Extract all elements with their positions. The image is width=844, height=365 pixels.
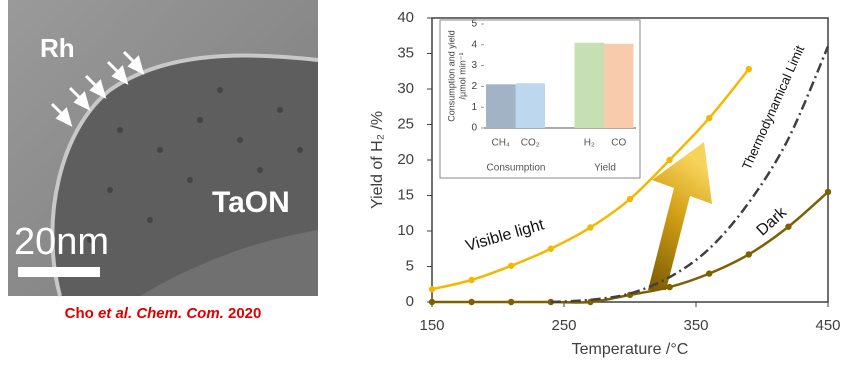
inset-y-tick-label: 2 (471, 81, 477, 92)
x-tick-label: 450 (815, 317, 840, 334)
data-point (508, 299, 514, 305)
data-point (666, 284, 672, 290)
group-label: Consumption (487, 163, 546, 174)
y-tick-label: 15 (397, 186, 414, 203)
y-tick-label: 30 (397, 80, 414, 97)
data-point (587, 224, 593, 230)
data-point (706, 115, 712, 121)
data-point (785, 224, 791, 230)
inset-y-label: Consumption and yield (446, 30, 456, 122)
y-tick-label: 0 (406, 293, 414, 310)
inset-y-tick-label: 4 (471, 39, 477, 50)
inset-x-label: CO (611, 138, 626, 149)
data-point (746, 251, 752, 257)
series-label: Visible light (464, 216, 547, 255)
inset-x-label: CO₂ (521, 138, 540, 149)
data-point (429, 299, 435, 305)
inset-x-label: H₂ (584, 138, 595, 149)
label-scale: 20nm (14, 221, 109, 263)
bar (516, 83, 546, 128)
label-taon: TaON (212, 186, 290, 219)
bar (486, 84, 516, 128)
data-point (548, 246, 554, 252)
data-point (825, 189, 831, 195)
trend-arrow (648, 142, 712, 290)
inset-y-tick-label: 0 (471, 123, 477, 134)
x-tick-label: 250 (551, 317, 576, 334)
label-rh: Rh (40, 33, 75, 63)
inset-y-tick-label: 1 (471, 102, 477, 113)
caption-etal: et al. (98, 305, 132, 322)
caption-year: 2020 (228, 305, 261, 322)
bar (604, 44, 634, 128)
y-axis-label: Yield of H₂ /% (369, 111, 386, 209)
inset-y-label: /μmol min⁻¹ (457, 53, 467, 100)
y-tick-label: 10 (397, 222, 414, 239)
data-point (468, 299, 474, 305)
bar (575, 43, 605, 128)
caption-author: Cho (65, 305, 94, 322)
inset-x-label: CH₄ (491, 138, 510, 149)
inset-y-tick-label: 3 (471, 60, 477, 71)
data-point (468, 277, 474, 283)
figure: Rh TaON 20nm Cho et al. Chem. Com. 2020 … (0, 0, 844, 360)
data-point (666, 157, 672, 163)
inset-y-tick-label: 5 (471, 19, 477, 30)
y-tick-label: 20 (397, 151, 414, 168)
inset-chart: Consumption and yield /μmol min⁻¹ Consum… (440, 19, 640, 178)
x-tick-label: 150 (419, 317, 444, 334)
data-point (429, 286, 435, 292)
caption: Cho et al. Chem. Com. 2020 (65, 305, 262, 322)
series-label: Thermodynamical Limit (739, 43, 808, 172)
x-axis-label: Temperature /°C (572, 341, 689, 358)
data-point (706, 270, 712, 276)
series-label: Dark (754, 204, 791, 240)
data-point (627, 196, 633, 202)
y-tick-label: 40 (397, 9, 414, 26)
caption-journal: Chem. Com. (136, 305, 224, 322)
x-tick-label: 350 (683, 317, 708, 334)
y-tick-label: 25 (397, 115, 414, 132)
group-label: Yield (594, 163, 616, 174)
tem-image: Rh TaON 20nm (8, 0, 318, 296)
data-point (746, 66, 752, 72)
data-point (508, 263, 514, 269)
y-tick-label: 35 (397, 44, 414, 61)
y-tick-label: 5 (406, 257, 414, 274)
